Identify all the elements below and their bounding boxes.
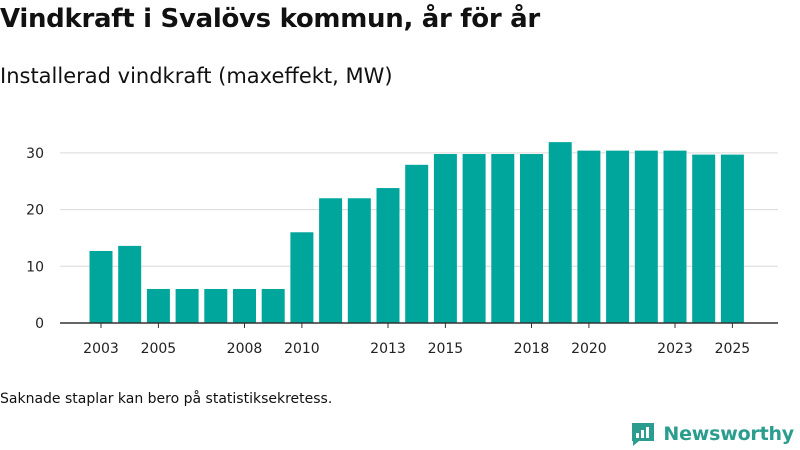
bar-2007[interactable]: [204, 288, 228, 323]
bar-2016[interactable]: [462, 154, 486, 323]
bar-2012[interactable]: [347, 198, 371, 323]
bar-2005[interactable]: [146, 288, 170, 323]
bar-2008[interactable]: [233, 288, 256, 323]
bar-2014[interactable]: [405, 164, 429, 323]
bar-2010[interactable]: [290, 232, 314, 323]
brand-name: Newsworthy: [663, 423, 794, 445]
bar-2015[interactable]: [433, 154, 457, 323]
bar-2013[interactable]: [376, 188, 400, 323]
y-tick-label: 10: [26, 259, 44, 275]
y-tick-label: 30: [26, 146, 44, 162]
x-tick-label: 2015: [428, 341, 464, 357]
bar-2020[interactable]: [577, 150, 601, 323]
x-tick-label: 2025: [715, 341, 751, 357]
x-tick-label: 2018: [514, 341, 550, 357]
x-tick-label: 2013: [370, 341, 406, 357]
footnote: Saknade staplar kan bero på statistiksek…: [0, 391, 333, 407]
bar-2023[interactable]: [663, 150, 687, 323]
x-tick-label: 2005: [141, 341, 177, 357]
bar-2019[interactable]: [548, 142, 572, 323]
bar-2017[interactable]: [491, 154, 515, 323]
bar-2006[interactable]: [175, 288, 199, 323]
chart-speech-bubble-icon: [632, 423, 655, 446]
x-tick-label: 2020: [571, 341, 607, 357]
bar-chart: 0 10 20 30 2003 2005 2008 2010 2013 2015 2018 2020 2…: [26, 142, 778, 357]
bar-2018[interactable]: [520, 154, 543, 323]
y-tick-label: 20: [26, 203, 44, 219]
x-tick-label: 2003: [83, 341, 119, 357]
bar-2025[interactable]: [720, 154, 744, 323]
bar-2021[interactable]: [606, 150, 630, 323]
x-tick-label: 2008: [227, 341, 263, 357]
x-tick-label: 2023: [657, 341, 693, 357]
y-tick-label: 0: [35, 316, 44, 332]
bar-2009[interactable]: [261, 288, 285, 323]
chart-title: Vindkraft i Svalövs kommun, år för år: [0, 4, 540, 34]
bar-2024[interactable]: [692, 154, 716, 323]
bar-2003[interactable]: [89, 250, 113, 323]
brand-logo[interactable]: Newsworthy: [630, 421, 794, 447]
x-tick-label: 2010: [284, 341, 320, 357]
bar-2011[interactable]: [319, 198, 343, 323]
chart-subtitle: Installerad vindkraft (maxeffekt, MW): [0, 64, 393, 88]
bar-2004[interactable]: [118, 245, 142, 323]
bar-2022[interactable]: [634, 150, 658, 323]
